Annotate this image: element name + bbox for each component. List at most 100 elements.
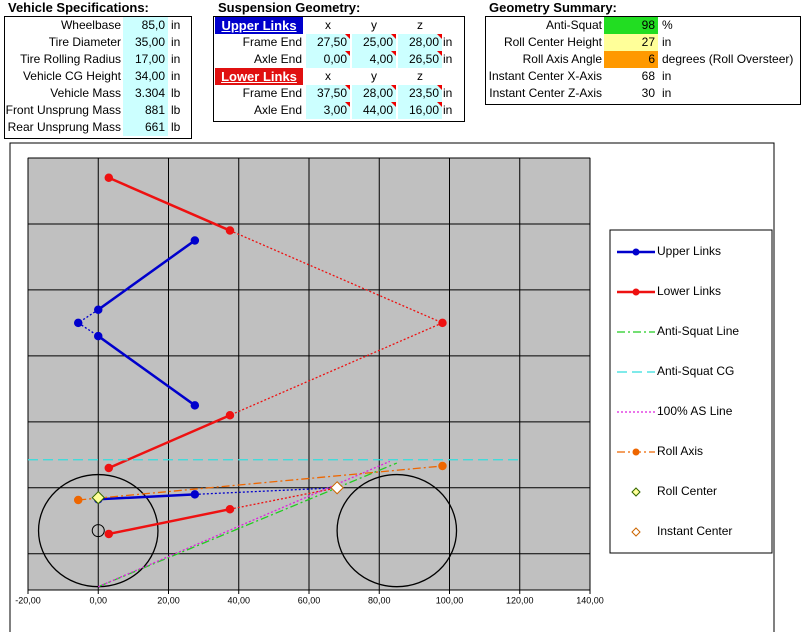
row-label: Frame End <box>242 35 302 49</box>
x-tick-label: 140,00 <box>576 595 604 605</box>
column-header: z <box>417 18 423 32</box>
marker <box>94 331 103 341</box>
wheel <box>336 473 458 588</box>
summary-value: 30 <box>641 86 655 100</box>
wheel <box>37 473 159 588</box>
spec-value: 35,00 <box>123 34 168 51</box>
x-tick-label: 40,00 <box>227 595 250 605</box>
marker <box>94 495 103 504</box>
x-tick-label: -20,00 <box>15 595 41 605</box>
column-header: y <box>371 18 377 32</box>
series-line <box>78 240 195 499</box>
unit: in <box>443 86 453 100</box>
legend-label: 100% AS Line <box>657 404 733 418</box>
spec-unit: in <box>171 69 181 83</box>
summary-value: 27 <box>604 34 658 51</box>
summary-value: 6 <box>604 51 658 68</box>
summary-label: Anti-Squat <box>545 18 602 32</box>
spec-value: 17,00 <box>123 51 168 68</box>
link-value: 23,50 <box>398 85 442 102</box>
spec-label: Rear Unsprung Mass <box>7 120 121 134</box>
spec-unit: lb <box>171 120 181 134</box>
series-line <box>229 229 445 510</box>
link-value: 4,00 <box>352 51 396 68</box>
spec-label: Wheelbase <box>60 18 121 32</box>
series-line <box>98 462 398 588</box>
spec-unit: in <box>171 52 181 66</box>
link-value: 25,00 <box>352 34 396 51</box>
column-header: x <box>325 69 331 83</box>
summary-value: 98 <box>604 17 658 34</box>
legend-label: Anti-Squat Line <box>657 324 739 338</box>
group-label: Lower Links <box>215 68 303 85</box>
link-value: 27,50 <box>306 34 350 51</box>
series-line <box>77 309 338 496</box>
spec-label: Tire Diameter <box>48 35 121 49</box>
column-header: y <box>371 69 377 83</box>
link-value: 28,00 <box>398 34 442 51</box>
unit: in <box>443 35 453 49</box>
spec-label: Vehicle Mass <box>50 86 121 100</box>
section-title: Vehicle Specifications: <box>8 0 149 15</box>
link-value: 26,50 <box>398 51 442 68</box>
marker <box>190 236 200 245</box>
link-value: 16,00 <box>398 102 442 119</box>
legend-box <box>609 229 773 554</box>
link-value: 37,50 <box>306 85 350 102</box>
legend-label: Anti-Squat CG <box>657 364 734 378</box>
x-tick-label: 80,00 <box>368 595 391 605</box>
spec-value: 85,0 <box>123 17 168 34</box>
legend-label: Instant Center <box>657 524 732 538</box>
marker <box>330 481 344 495</box>
section-title: Geometry Summary: <box>489 0 617 15</box>
section-title: Suspension Geometry: <box>218 0 361 15</box>
column-header: x <box>325 18 331 32</box>
spec-label: Vehicle CG Height <box>22 69 121 83</box>
legend-label: Upper Links <box>657 244 721 258</box>
summary-label: Instant Center Z-Axis <box>489 86 602 100</box>
series-line <box>97 460 391 588</box>
link-value: 3,00 <box>306 102 350 119</box>
series-line <box>78 465 443 501</box>
spec-value: 881 <box>123 102 168 119</box>
spec-value: 661 <box>123 119 168 136</box>
summary-unit: in <box>662 35 672 49</box>
spec-label: Tire Rolling Radius <box>20 52 121 66</box>
legend-label: Roll Center <box>657 484 717 498</box>
marker <box>632 248 640 256</box>
marker <box>190 401 200 410</box>
legend-label: Lower Links <box>657 284 721 298</box>
marker <box>632 448 640 456</box>
x-tick-label: 100,00 <box>436 595 464 605</box>
spec-unit: lb <box>171 86 181 100</box>
marker <box>94 305 103 314</box>
marker <box>631 527 641 537</box>
spec-label: Front Unsprung Mass <box>5 103 121 117</box>
marker <box>73 495 83 505</box>
spec-unit: lb <box>171 103 181 117</box>
x-tick-label: 0,00 <box>89 595 107 605</box>
marker <box>73 318 83 328</box>
column-header: z <box>417 69 423 83</box>
marker <box>438 318 447 328</box>
marker <box>631 487 641 497</box>
marker <box>104 463 114 473</box>
summary-value: 68 <box>641 69 655 83</box>
spec-unit: in <box>171 18 181 32</box>
group-label: Upper Links <box>215 17 303 34</box>
marker <box>225 410 235 420</box>
summary-unit: degrees (Roll Oversteer) <box>662 52 794 66</box>
marker <box>190 490 200 499</box>
summary-unit: in <box>662 86 672 100</box>
link-value: 0,00 <box>306 51 350 68</box>
x-tick-label: 20,00 <box>157 595 180 605</box>
marker <box>438 461 447 471</box>
spec-unit: in <box>171 35 181 49</box>
marker <box>632 288 640 296</box>
row-label: Axle End <box>253 52 302 66</box>
plot-area <box>27 157 591 591</box>
marker <box>91 490 105 505</box>
spec-value: 3.304 <box>123 85 168 102</box>
summary-label: Roll Axis Angle <box>522 52 602 66</box>
